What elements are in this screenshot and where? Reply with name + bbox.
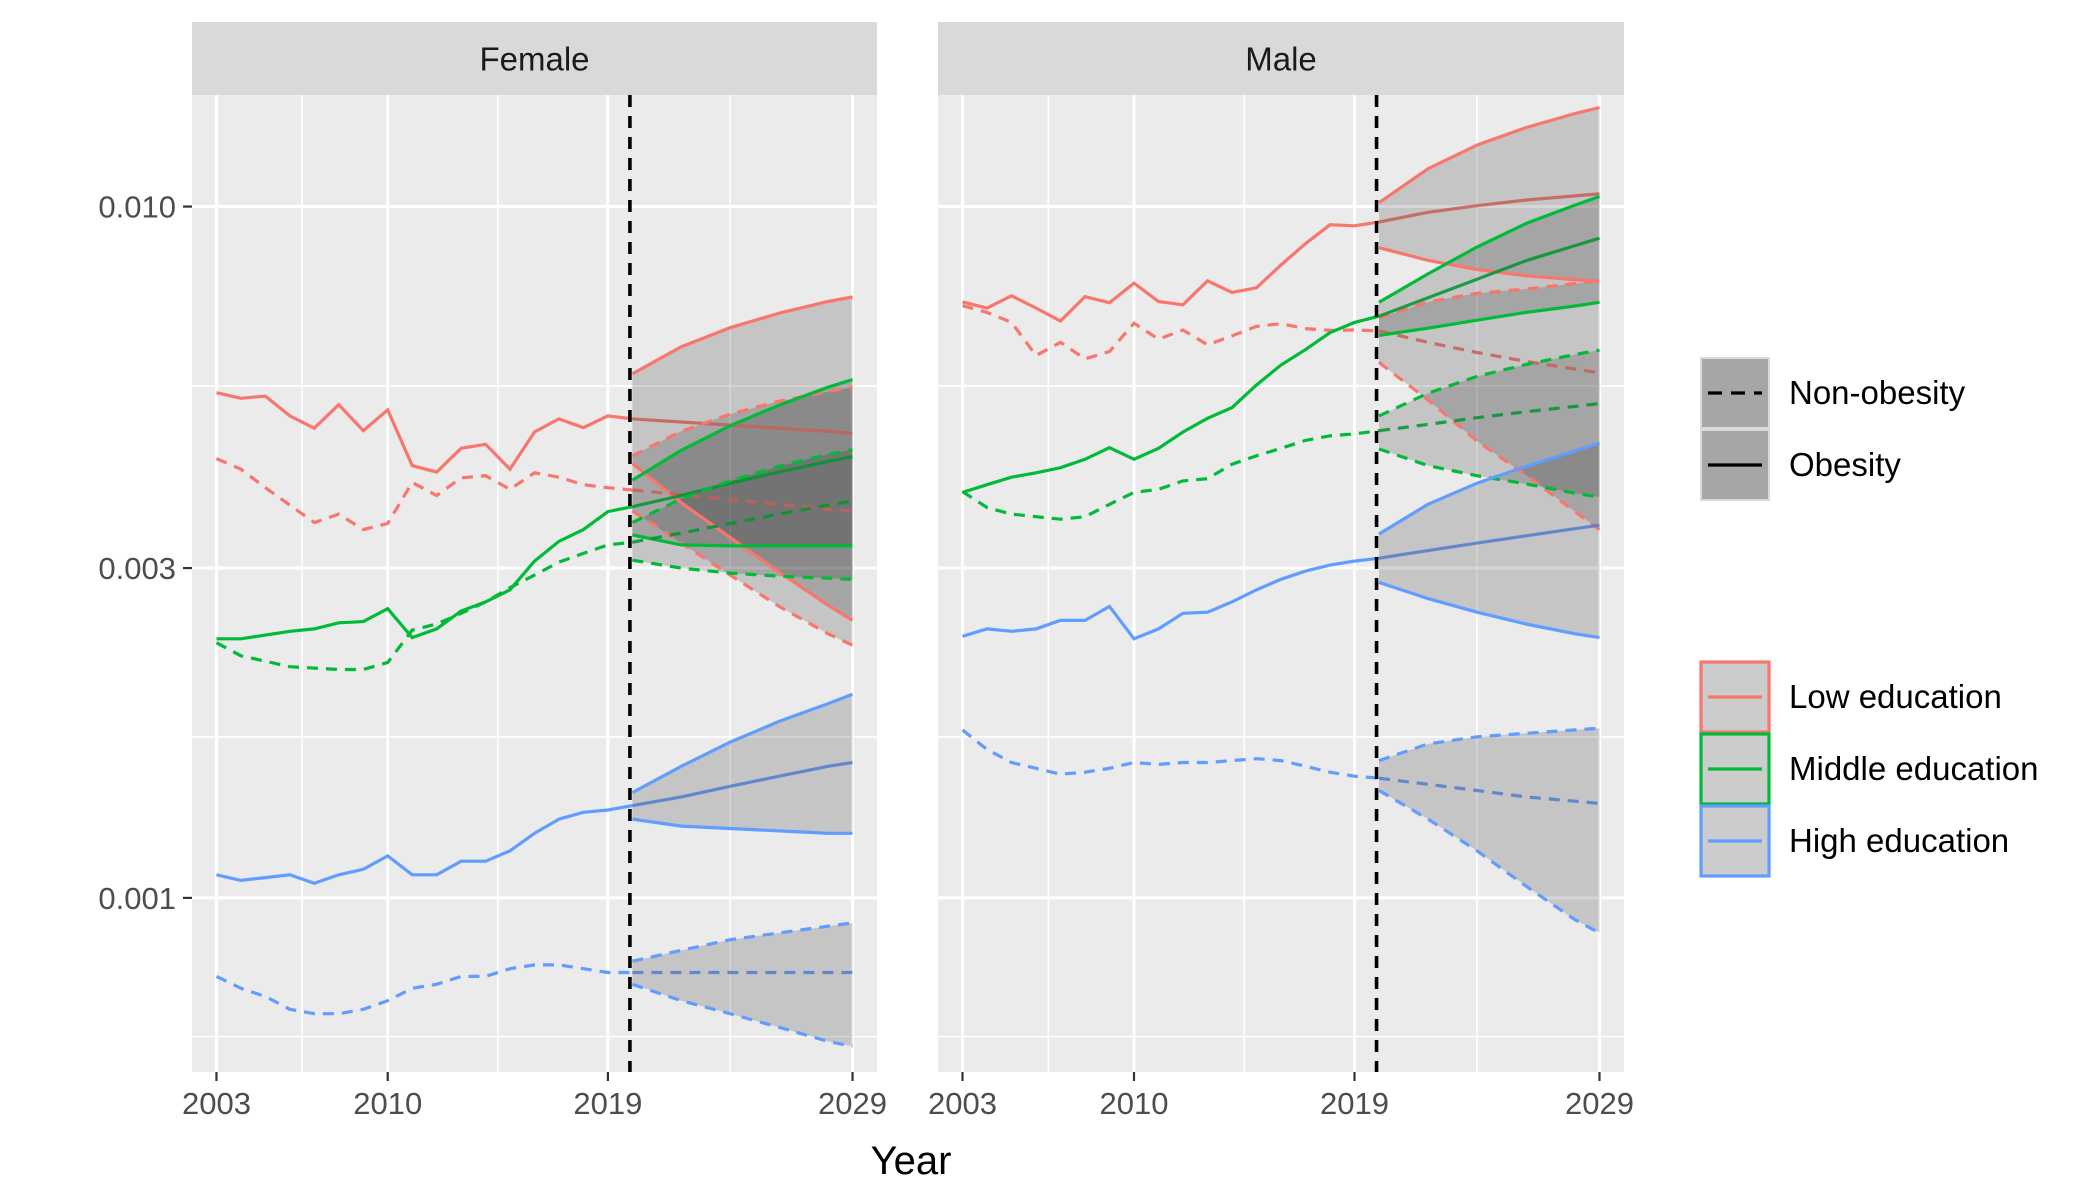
legend-key-low-education: Low education (1699, 660, 2002, 734)
facet-strip (938, 22, 1624, 95)
series-line-high-obesity (216, 804, 633, 885)
series-line-high-non-obesity (215, 963, 633, 1016)
forecast-upper-middle-non-obesity (1378, 348, 1600, 418)
forecast-band-low-non-obesity (1379, 280, 1600, 530)
facet-label: Female (479, 41, 589, 78)
series-line-middle-obesity (216, 505, 633, 641)
forecast-mid-high-non-obesity (1378, 776, 1600, 805)
series-line-low-obesity (962, 220, 1380, 323)
panel-background (938, 95, 1624, 1072)
legend-label: Obesity (1789, 446, 1901, 483)
forecast-upper-low-obesity (1378, 105, 1600, 205)
series-line-low-non-obesity (962, 304, 1380, 361)
forecast-lower-high-non-obesity (1378, 789, 1601, 935)
forecast-upper-low-non-obesity (1378, 278, 1600, 320)
forecast-lower-low-obesity (1378, 246, 1600, 283)
x-tick-label: 2003 (928, 1086, 997, 1121)
legend-key-non-obesity: Non-obesity (1700, 357, 1966, 429)
legend-key-obesity: Obesity (1700, 429, 1901, 501)
forecast-lower-middle-non-obesity (1378, 447, 1600, 499)
forecast-band-low-obesity (632, 297, 853, 621)
forecast-mid-low-obesity (1378, 192, 1600, 224)
forecast-lower-low-non-obesity (1378, 361, 1601, 531)
forecast-band-low-non-obesity (632, 387, 853, 646)
forecast-mid-low-non-obesity (1378, 329, 1600, 375)
forecast-upper-high-non-obesity (1378, 726, 1600, 763)
forecast-mid-low-obesity (632, 417, 853, 435)
forecast-lower-low-non-obesity (631, 509, 854, 647)
series-line-middle-non-obesity (961, 429, 1380, 521)
panel-female: Female 2003 2010 2019 2029 (182, 22, 887, 1121)
legend-label: High education (1789, 822, 2009, 859)
x-axis-label: Year (871, 1139, 952, 1183)
legend-label: Low education (1789, 678, 2002, 715)
forecast-band-high-non-obesity (632, 922, 853, 1047)
series-line-high-non-obesity (961, 728, 1380, 780)
forecast-mid-middle-non-obesity (632, 499, 853, 544)
forecast-upper-high-obesity (631, 692, 854, 795)
legend-label: Middle education (1789, 750, 2039, 787)
legend-key-middle-education: Middle education (1699, 732, 2039, 806)
forecast-lower-middle-obesity (632, 533, 853, 548)
series-line-low-non-obesity (215, 457, 633, 532)
x-tick-label: 2019 (573, 1086, 642, 1121)
forecast-lower-high-obesity (632, 817, 853, 835)
forecast-upper-middle-obesity (1378, 194, 1601, 304)
forecast-band-middle-obesity (632, 379, 853, 546)
forecast-upper-high-non-obesity (632, 921, 853, 963)
series-line-middle-non-obesity (215, 540, 633, 672)
panel-male: Male 2003 2010 2019 2029 (928, 22, 1634, 1121)
forecast-band-high-obesity (632, 694, 853, 834)
forecast-upper-low-non-obesity (631, 385, 853, 458)
x-tick-label: 2019 (1320, 1086, 1389, 1121)
forecast-upper-middle-obesity (631, 378, 853, 482)
forecast-mid-high-obesity (1378, 523, 1600, 560)
series-line-middle-obesity (962, 314, 1380, 494)
panel-background (192, 95, 877, 1072)
forecast-mid-middle-obesity (632, 454, 853, 509)
forecast-lower-high-non-obesity (631, 982, 853, 1048)
facet-strip (192, 22, 877, 95)
series-line-low-obesity (216, 391, 633, 474)
legend-key-high-education: High education (1699, 804, 2009, 878)
x-tick-label: 2029 (1565, 1086, 1634, 1121)
forecast-mid-middle-non-obesity (1378, 401, 1600, 433)
y-axis: 0.001 0.003 0.010 (98, 190, 192, 916)
x-tick-label: 2010 (353, 1086, 422, 1121)
facet-label: Male (1245, 41, 1317, 78)
forecast-lower-middle-non-obesity (632, 558, 853, 581)
y-tick-label: 0.010 (98, 190, 176, 225)
forecast-band-low-obesity (1379, 107, 1600, 282)
x-tick-label: 2010 (1100, 1086, 1169, 1121)
legend: Non-obesity Obesity Low education Middle ed… (1699, 357, 2039, 878)
x-tick-label: 2003 (182, 1086, 251, 1121)
x-tick-label: 2029 (818, 1086, 887, 1121)
forecast-upper-low-obesity (631, 295, 853, 376)
y-tick-label: 0.003 (98, 551, 176, 586)
forecast-upper-high-obesity (1378, 441, 1600, 536)
legend-label: Non-obesity (1789, 374, 1966, 411)
forecast-lower-high-obesity (1378, 580, 1600, 640)
forecast-upper-middle-non-obesity (631, 448, 853, 525)
forecast-mid-high-obesity (632, 760, 853, 808)
forecast-lower-middle-obesity (1378, 300, 1600, 337)
forecast-mid-middle-obesity (1378, 236, 1600, 318)
forecast-mid-low-non-obesity (632, 488, 853, 514)
y-tick-label: 0.001 (98, 881, 176, 916)
forecast-band-high-non-obesity (1379, 728, 1600, 933)
series-line-high-obesity (962, 556, 1380, 641)
